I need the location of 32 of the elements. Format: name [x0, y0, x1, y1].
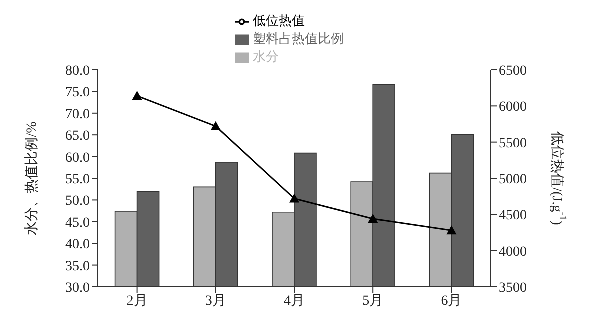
y-tick-label: 50.0: [66, 194, 90, 210]
point: [210, 121, 221, 130]
y-tick-label: 35.0: [66, 259, 90, 274]
y-tick-label: 55.0: [66, 172, 90, 188]
y2-tick-label: 6000: [499, 100, 527, 116]
y-tick-label: 40.0: [66, 238, 90, 253]
y-tick-label: 80.0: [66, 64, 90, 79]
y-tick-label: 30.0: [66, 280, 90, 296]
y-tick-label: 65.0: [66, 129, 90, 144]
legend-label: 水分: [253, 49, 279, 64]
y2-tick-label: 4500: [499, 208, 527, 224]
x-tick-label: 6月: [441, 294, 462, 309]
legend-label: 塑料占热值比例: [253, 31, 344, 46]
y-axis-title: 水分、热值比例/%: [24, 121, 40, 236]
y2-tick-label: 4000: [499, 244, 527, 260]
y2-tick-label: 5000: [499, 172, 527, 188]
y-tick-label: 60.0: [66, 150, 90, 166]
x-tick-label: 3月: [205, 294, 226, 309]
point: [132, 91, 142, 100]
y-tick-label: 75.0: [66, 86, 90, 101]
x-tick-label: 5月: [362, 294, 384, 309]
point: [290, 194, 300, 203]
point: [446, 226, 457, 235]
x-tick-label: 2月: [126, 294, 148, 309]
x-tick-label: 4月: [284, 294, 305, 309]
y-tick-label: 45.0: [66, 216, 90, 231]
point: [368, 214, 378, 224]
y-tick-label: 70.0: [66, 107, 90, 122]
y2-tick-label: 3500: [499, 280, 527, 296]
y2-tick-label: 5500: [499, 136, 527, 152]
legend-label: 低位热值: [253, 13, 305, 28]
y2-tick-label: 6500: [499, 64, 527, 79]
